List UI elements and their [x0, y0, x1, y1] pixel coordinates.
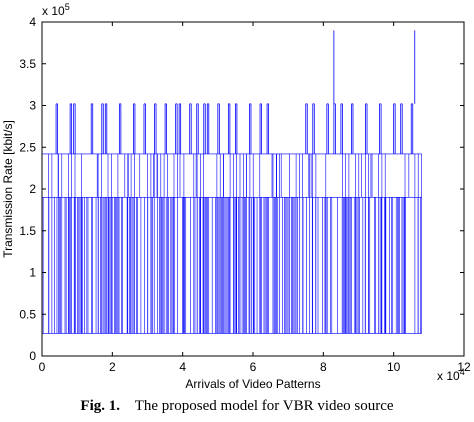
- y-tick-label: 0.5: [19, 307, 36, 321]
- y-ticks: 0 0.5 1 1.5 2 2.5 3 3.5 4: [19, 15, 464, 363]
- caption-fig-label: Fig. 1.: [80, 398, 120, 414]
- x-tick-label: 6: [250, 360, 257, 374]
- x-tick-label: 12: [457, 360, 471, 374]
- x-axis-label: Arrivals of Video Patterns: [185, 377, 320, 391]
- y-axis-label: Transmission Rate [kbit/s]: [1, 120, 15, 258]
- y-tick-label: 1.5: [19, 224, 36, 238]
- y-tick-label: 2.5: [19, 140, 36, 154]
- figure-caption: Fig. 1. The proposed model for VBR video…: [0, 398, 474, 415]
- y-tick-label: 4: [29, 15, 36, 29]
- x-tick-label: 8: [320, 360, 327, 374]
- x-multiplier: x 104: [437, 367, 465, 383]
- y-multiplier: x 105: [42, 2, 70, 18]
- y-tick-label: 1: [29, 266, 36, 280]
- y-tick-label: 2: [29, 182, 36, 196]
- x-tick-label: 4: [179, 360, 186, 374]
- x-tick-label: 10: [387, 360, 401, 374]
- x-tick-label: 0: [39, 360, 46, 374]
- data-layer: [41, 30, 422, 334]
- y-tick-label: 3: [29, 99, 36, 113]
- chart: 0 2 4 6 8 10 12 00.511.522.533.54 x 105 x 104 …: [1, 2, 471, 391]
- y-tick-label: 0: [29, 349, 36, 363]
- y-tick-label: 3.5: [19, 57, 36, 71]
- x-tick-label: 2: [109, 360, 116, 374]
- caption-text: The proposed model for VBR video source: [134, 398, 394, 414]
- x-ticks: 0 2 4 6 8 10 12: [39, 22, 471, 374]
